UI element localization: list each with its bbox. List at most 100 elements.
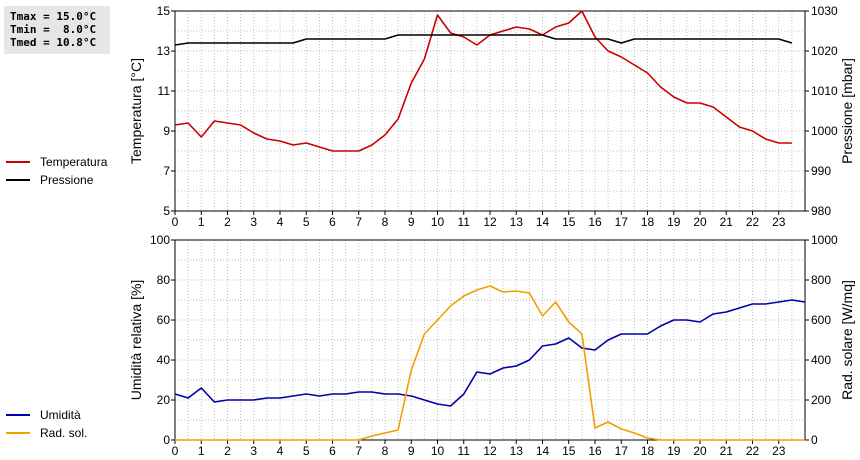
y-axis-label-left: Temperatura [°C] (128, 58, 144, 164)
series-line-temperature (174, 10, 792, 152)
stat-tmax: Tmax = 15.0°C (10, 10, 97, 23)
x-tick-label: 4 (277, 215, 284, 229)
y-right-tick-label: 1020 (811, 44, 838, 58)
y-axis-label-right: Pressione [mbar] (839, 58, 855, 164)
x-tick-label: 6 (329, 215, 336, 229)
y-left-tick-label: 9 (163, 124, 170, 138)
x-tick-label: 12 (483, 215, 497, 229)
y-right-tick-label: 1030 (811, 4, 838, 18)
y-left-tick-label: 60 (157, 313, 171, 327)
legend-item-rad-sol: Rad. sol. (6, 424, 87, 442)
x-tick-label: 6 (329, 444, 336, 458)
x-tick-label: 5 (303, 444, 310, 458)
x-tick-label: 22 (746, 215, 760, 229)
stat-tmin: Tmin = 8.0°C (10, 23, 97, 36)
x-tick-label: 20 (693, 215, 707, 229)
y-right-tick-label: 990 (811, 164, 831, 178)
x-tick-label: 18 (641, 215, 655, 229)
x-tick-label: 13 (510, 444, 524, 458)
x-tick-label: 10 (431, 215, 445, 229)
y-left-tick-label: 0 (163, 433, 170, 447)
y-right-tick-label: 600 (811, 313, 831, 327)
x-tick-label: 0 (172, 215, 179, 229)
legend-item-umidita: Umidità (6, 406, 87, 424)
x-tick-label: 22 (746, 444, 760, 458)
y-right-tick-label: 1000 (811, 124, 838, 138)
x-tick-label: 7 (355, 444, 362, 458)
x-tick-label: 15 (562, 215, 576, 229)
x-tick-label: 13 (510, 215, 524, 229)
x-tick-label: 21 (720, 215, 734, 229)
y-right-tick-label: 400 (811, 353, 831, 367)
series-line-solar (175, 285, 805, 441)
x-tick-label: 11 (458, 444, 471, 458)
x-tick-label: 16 (588, 444, 602, 458)
legend-swatch-pressione (6, 179, 30, 181)
stat-tmed: Tmed = 10.8°C (10, 36, 97, 49)
y-left-tick-label: 11 (158, 84, 171, 98)
y-left-tick-label: 15 (157, 4, 171, 18)
stats-box: Tmax = 15.0°C Tmin = 8.0°C Tmed = 10.8°C (4, 6, 110, 54)
y-left-tick-label: 13 (157, 44, 171, 58)
series-line-pressure (174, 34, 793, 46)
x-tick-label: 20 (693, 444, 707, 458)
x-tick-label: 3 (250, 215, 257, 229)
legend-swatch-temperatura (6, 161, 30, 163)
x-tick-label: 4 (277, 444, 284, 458)
y-axis-label-right: Rad. solare [W/mq] (839, 280, 855, 400)
y-left-tick-label: 100 (150, 233, 170, 247)
y-left-tick-label: 80 (157, 273, 171, 287)
x-tick-label: 8 (382, 444, 389, 458)
y-left-tick-label: 5 (163, 204, 170, 218)
x-tick-label: 7 (355, 215, 362, 229)
x-tick-label: 21 (720, 444, 734, 458)
x-tick-label: 9 (408, 444, 415, 458)
y-right-tick-label: 980 (811, 204, 831, 218)
legend-label-temperatura: Temperatura (40, 155, 108, 169)
legend-label-rad-sol: Rad. sol. (40, 426, 88, 440)
legend-label-umidita: Umidità (40, 408, 81, 422)
x-tick-label: 1 (198, 444, 205, 458)
x-tick-label: 2 (224, 215, 231, 229)
y-right-tick-label: 1000 (811, 233, 838, 247)
y-left-tick-label: 7 (163, 164, 170, 178)
x-tick-label: 17 (615, 215, 629, 229)
y-left-tick-label: 20 (157, 393, 171, 407)
x-tick-label: 12 (483, 444, 497, 458)
y-right-tick-label: 200 (811, 393, 831, 407)
legend-swatch-rad-sol (6, 432, 30, 434)
x-tick-label: 14 (536, 215, 550, 229)
x-tick-label: 11 (458, 215, 471, 229)
x-tick-label: 5 (303, 215, 310, 229)
x-tick-label: 18 (641, 444, 655, 458)
legend-bottom: Umidità Rad. sol. (6, 406, 87, 442)
x-tick-label: 17 (615, 444, 629, 458)
x-tick-label: 3 (250, 444, 257, 458)
x-tick-label: 9 (408, 215, 415, 229)
legend-swatch-umidita (6, 414, 30, 416)
x-tick-label: 16 (588, 215, 602, 229)
y-left-tick-label: 40 (157, 353, 171, 367)
chart-1: 0 1 2 3 4 5 6 7 8 9 10 11 12 13 14 15 16 17 18 19 20 21 22 2302… (128, 233, 855, 458)
y-right-tick-label: 1010 (811, 84, 838, 98)
legend-item-pressione: Pressione (6, 171, 107, 189)
x-tick-label: 19 (667, 215, 681, 229)
x-tick-label: 1 (198, 215, 205, 229)
x-tick-label: 23 (772, 215, 786, 229)
x-tick-label: 14 (536, 444, 550, 458)
legend-item-temperatura: Temperatura (6, 153, 107, 171)
x-tick-label: 8 (382, 215, 389, 229)
y-right-tick-label: 800 (811, 273, 831, 287)
x-tick-label: 19 (667, 444, 681, 458)
legend-top: Temperatura Pressione (6, 153, 107, 189)
legend-label-pressione: Pressione (40, 173, 94, 187)
series-line-humidity (174, 299, 806, 407)
y-axis-label-left: Umidità relativa [%] (128, 280, 144, 401)
x-tick-label: 10 (431, 444, 445, 458)
x-tick-label: 15 (562, 444, 576, 458)
x-tick-label: 2 (224, 444, 231, 458)
x-tick-label: 23 (772, 444, 786, 458)
chart-0: 0 1 2 3 4 5 6 7 8 9 10 11 12 13 14 15 16 17 18 19 20 21 22 2357… (128, 4, 855, 229)
x-tick-label: 0 (172, 444, 179, 458)
